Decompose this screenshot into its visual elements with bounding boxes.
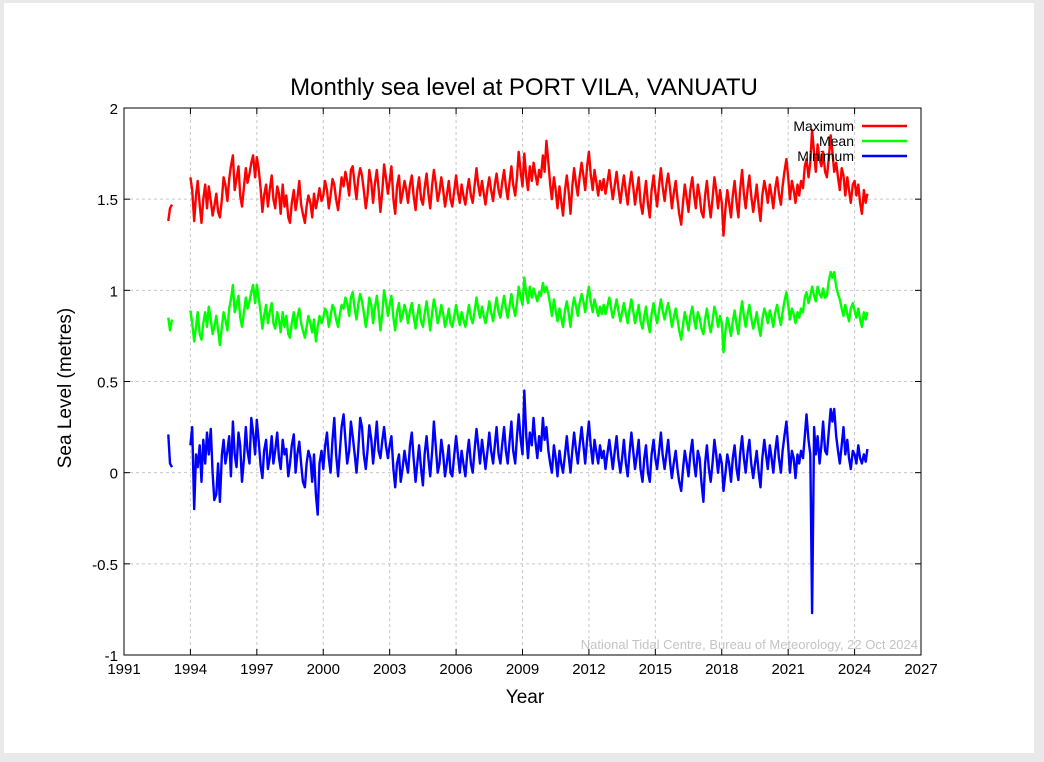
- series-line-maximum: [167, 204, 174, 222]
- x-axis-label: Year: [506, 687, 545, 708]
- series-line-maximum: [189, 128, 869, 237]
- chart-title: Monthly sea level at PORT VILA, VANUATU: [290, 74, 758, 101]
- y-tick-label: 0.5: [97, 375, 118, 392]
- series-line-minimum: [189, 389, 869, 615]
- x-tick-label: 2015: [639, 661, 672, 678]
- x-tick-label: 2024: [838, 661, 871, 678]
- y-tick-label: -1: [105, 648, 118, 665]
- x-tick-label: 2003: [373, 661, 406, 678]
- x-tick-label: 1991: [107, 661, 140, 678]
- legend-label-maximum: Maximum: [793, 118, 854, 134]
- x-tick-label: 1994: [174, 661, 207, 678]
- x-tick-label: 2012: [572, 661, 605, 678]
- legend-label-mean: Mean: [819, 133, 854, 149]
- series-line-mean: [167, 317, 174, 332]
- series-line-mean: [189, 270, 869, 354]
- x-tick-label: 2021: [771, 661, 804, 678]
- x-tick-label: 2009: [506, 661, 539, 678]
- y-axis-label: Sea Level (metres): [55, 308, 76, 469]
- y-tick-label: 2: [110, 101, 118, 118]
- y-tick-label: 1.5: [97, 192, 118, 209]
- series-layer: [167, 128, 869, 615]
- series-line-minimum: [167, 434, 174, 468]
- x-tick-label: 1997: [240, 661, 273, 678]
- x-tick-label: 2018: [705, 661, 738, 678]
- sea-level-chart: 1991 1994 1997 2000 2003 2006 2009 2012 2015 2018…: [55, 74, 938, 708]
- axis-ticks: 1991 1994 1997 2000 2003 2006 2009 2012 2015 2018…: [92, 101, 938, 678]
- x-tick-label: 2000: [307, 661, 340, 678]
- y-tick-label: 0: [110, 466, 118, 483]
- chart-page: 1991 1994 1997 2000 2003 2006 2009 2012 2015 2018…: [4, 3, 1034, 753]
- x-tick-label: 2027: [904, 661, 937, 678]
- x-tick-label: 2006: [439, 661, 472, 678]
- y-tick-label: 1: [110, 283, 118, 300]
- legend-label-minimum: Minimum: [797, 148, 854, 164]
- y-tick-label: -0.5: [92, 557, 118, 574]
- credit-text: National Tidal Centre, Bureau of Meteoro…: [581, 637, 918, 652]
